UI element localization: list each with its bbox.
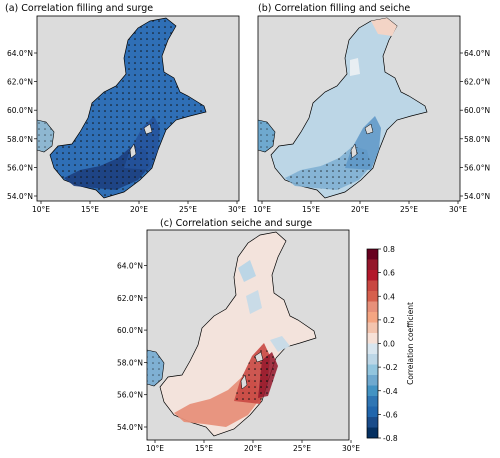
lat-tick-label: 62.0°N (464, 78, 490, 87)
colorbar-tick-label: -0.4 (383, 387, 398, 396)
colorbar-segment (367, 375, 378, 386)
lon-tick-label: 25°E (400, 205, 418, 214)
panel-a-title: (a) Correlation filling and surge (5, 3, 154, 14)
colorbar-segment (367, 301, 378, 313)
lat-tick-label: 58.0°N (7, 135, 33, 144)
lon-tick-label: 10°E (253, 205, 271, 214)
lat-tick-label: 56.0°N (117, 391, 143, 400)
lon-tick-label: 20°E (244, 444, 262, 453)
panel-c-title: (c) Correlation seiche and surge (160, 218, 313, 229)
lat-tick-label: 60.0°N (117, 326, 143, 335)
colorbar-segment (367, 364, 378, 376)
lat-tick-label: 54.0°N (464, 192, 490, 201)
colorbar-segment (367, 333, 378, 344)
lon-tick-label: 10°E (146, 444, 164, 453)
colorbar-segment (367, 249, 378, 260)
panel-b-map (257, 15, 461, 202)
axis-tick-labels: 54.0°N 56.0°N 58.0°N 60.0°N 62.0°N 64.0°N 10°E… (7, 49, 490, 453)
lat-tick-label: 58.0°N (117, 358, 143, 367)
colorbar-segment (367, 322, 378, 334)
lon-tick-label: 15°E (81, 205, 99, 214)
colorbar-segment (367, 417, 378, 428)
colorbar-tick-label: 0.2 (383, 316, 395, 325)
panel-b-title: (b) Correlation filling and seiche (258, 3, 411, 14)
colorbar-segment (367, 427, 378, 439)
lon-tick-label: 15°E (195, 444, 213, 453)
lat-tick-label: 58.0°N (464, 135, 490, 144)
colorbar-tick-label: 0.6 (383, 269, 395, 278)
colorbar-segment (367, 343, 378, 355)
colorbar-segment (367, 259, 378, 271)
colorbar-segment (367, 406, 378, 418)
colorbar-tick-label: 0.4 (383, 292, 395, 301)
colorbar-segment (367, 396, 378, 407)
colorbar-tick-label: -0.2 (383, 363, 398, 372)
lat-tick-label: 64.0°N (7, 49, 33, 58)
lon-tick-label: 30°E (449, 205, 467, 214)
lon-tick-label: 30°E (228, 205, 246, 214)
colorbar-segment (367, 385, 378, 397)
colorbar-segment (367, 280, 378, 292)
panel-c-map (146, 229, 350, 441)
lon-tick-label: 10°E (32, 205, 50, 214)
lat-tick-label: 60.0°N (7, 106, 33, 115)
colorbar-tick-label: -0.6 (383, 410, 398, 419)
colorbar-segment (367, 354, 378, 365)
lat-tick-label: 60.0°N (464, 106, 490, 115)
lat-tick-label: 64.0°N (464, 49, 490, 58)
lon-tick-label: 30°E (342, 444, 360, 453)
colorbar-segment (367, 291, 378, 302)
lat-tick-label: 62.0°N (7, 78, 33, 87)
panel-c-baltic-field (159, 231, 317, 437)
colorbar-tick-label: 0.0 (383, 340, 395, 349)
colorbar-tick-label: 0.8 (383, 245, 395, 254)
colorbar: 0.8 0.6 0.4 0.2 0.0 -0.2 -0.4 -0.6 -0.8 Correlati… (366, 245, 415, 443)
colorbar-tick-label: -0.8 (383, 434, 398, 443)
colorbar-segment (367, 270, 378, 281)
lat-tick-label: 56.0°N (464, 163, 490, 172)
lat-tick-label: 54.0°N (117, 423, 143, 432)
lat-tick-label: 54.0°N (7, 192, 33, 201)
lon-tick-label: 20°E (130, 205, 148, 214)
lon-tick-label: 25°E (179, 205, 197, 214)
lon-tick-label: 15°E (302, 205, 320, 214)
colorbar-segment (367, 312, 378, 323)
lon-tick-label: 25°E (293, 444, 311, 453)
colorbar-label: Correlation coefficient (406, 302, 415, 385)
lat-tick-label: 64.0°N (117, 262, 143, 271)
lat-tick-label: 62.0°N (117, 294, 143, 303)
panel-a-map (36, 15, 240, 202)
lon-tick-label: 20°E (351, 205, 369, 214)
lat-tick-label: 56.0°N (7, 163, 33, 172)
